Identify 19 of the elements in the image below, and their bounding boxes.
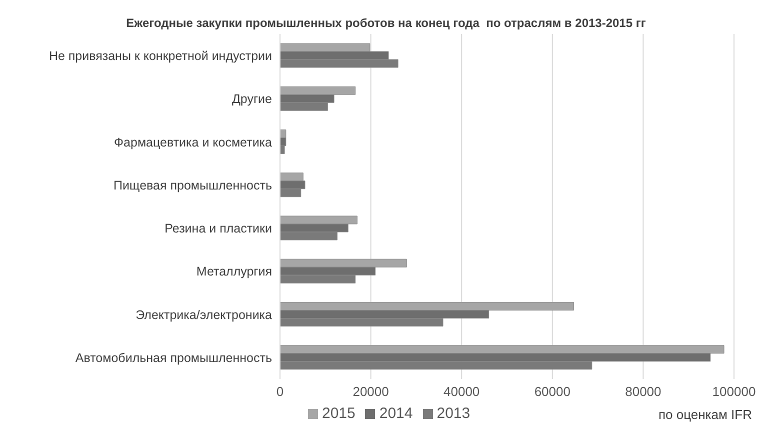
y-tick-label: Электрика/электроника xyxy=(136,308,272,322)
x-tick-label: 0 xyxy=(276,384,284,400)
y-tick-label: Автомобильная промышленность xyxy=(75,350,272,365)
x-tick-label: 100000 xyxy=(712,384,756,400)
y-tick-label: Не привязаны к конкретной индустрии xyxy=(48,49,272,63)
legend-label: 2013 xyxy=(436,405,470,422)
x-tick-label: 20000 xyxy=(352,384,389,400)
chart-title: Ежегодные закупки промышленных роботов на конец года по отраслям в 2013-2015 гг xyxy=(125,15,647,30)
text: по оценкам IFR xyxy=(658,407,752,422)
y-tick-label: Фармацевтика и косметика xyxy=(114,135,272,150)
y-tick-label: Металлургия xyxy=(196,264,272,279)
y-tick-label: Резина и пластики xyxy=(164,222,272,236)
legend-label: 2015 xyxy=(322,405,356,422)
y-tick-label: Другие xyxy=(232,92,272,106)
x-tick-label: 80000 xyxy=(625,384,662,400)
legend-label: 2014 xyxy=(379,405,413,422)
x-tick-label: 40000 xyxy=(444,384,480,400)
y-tick-label: Пищевая промышленность xyxy=(113,178,272,192)
x-tick-label: 60000 xyxy=(534,384,570,400)
